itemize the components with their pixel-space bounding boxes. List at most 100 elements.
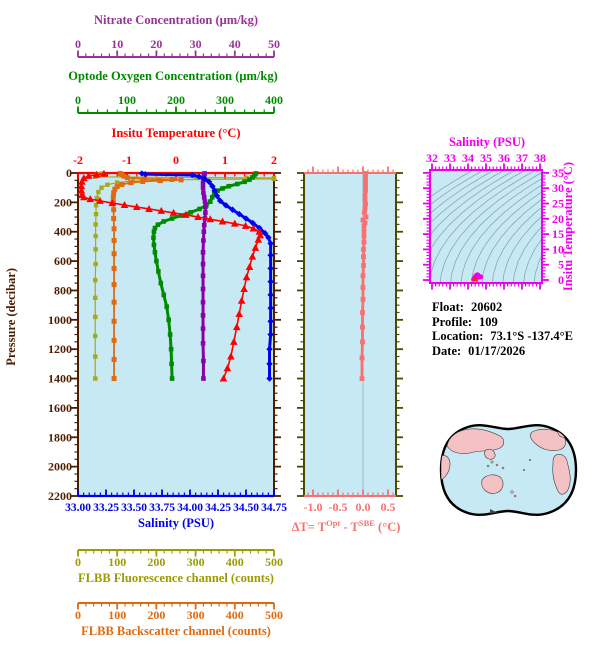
- location-label: Location:: [432, 329, 484, 343]
- svg-text:500: 500: [265, 608, 283, 622]
- svg-text:33: 33: [444, 151, 456, 165]
- svg-text:1600: 1600: [48, 401, 72, 415]
- svg-text:33.25: 33.25: [93, 502, 119, 514]
- svg-text:1000: 1000: [48, 313, 72, 327]
- delta-t-title-sup-sbe: SBE: [358, 518, 375, 528]
- svg-text:30: 30: [190, 37, 202, 51]
- svg-text:100: 100: [118, 93, 136, 107]
- float-id-row: Float: 20602: [432, 300, 573, 315]
- ts-salinity-axis-title: Salinity (PSU): [448, 135, 526, 149]
- svg-text:10: 10: [111, 37, 123, 51]
- svg-text:100: 100: [108, 555, 126, 569]
- svg-text:34.00: 34.00: [177, 502, 203, 514]
- svg-text:-0.5: -0.5: [329, 500, 348, 514]
- svg-text:800: 800: [54, 283, 72, 297]
- svg-text:0: 0: [558, 273, 564, 287]
- fluorescence-axis: 0 100 200 300 400 500: [75, 549, 283, 569]
- profile-series-insitu-temperature-c-: [77, 169, 265, 382]
- profile-number-value: 109: [479, 314, 498, 329]
- profile-series-flbb-backscatter-channel-counts-: [110, 170, 184, 382]
- svg-text:34.25: 34.25: [205, 502, 231, 514]
- date-row: Date: 01/17/2026: [432, 344, 573, 359]
- date-value: 01/17/2026: [468, 343, 526, 358]
- svg-text:0: 0: [75, 608, 81, 622]
- svg-text:15: 15: [552, 227, 564, 241]
- map-landmasses: [441, 428, 571, 515]
- svg-text:400: 400: [54, 225, 72, 239]
- svg-text:0: 0: [75, 93, 81, 107]
- oxygen-axis-title: Optode Oxygen Concentration (μm/kg): [68, 69, 278, 83]
- svg-text:50: 50: [268, 37, 280, 51]
- float-id-value: 20602: [470, 300, 503, 314]
- svg-text:-1.0: -1.0: [304, 500, 323, 514]
- isopycnal-contours: [431, 171, 541, 282]
- svg-text:0: 0: [66, 166, 72, 180]
- date-label: Date:: [432, 343, 462, 358]
- svg-text:0: 0: [173, 153, 179, 167]
- svg-text:36: 36: [498, 151, 510, 165]
- nitrate-axis: 0 10 20 30 40 50: [75, 37, 280, 58]
- svg-text:33.00: 33.00: [65, 502, 91, 514]
- svg-text:20: 20: [150, 37, 162, 51]
- svg-text:35: 35: [552, 166, 564, 180]
- delta-t-title-sup-opt: Opt: [326, 518, 341, 528]
- main-plot-frame: 0 200 400 600 800 1000 1200 1400 1600 1800 2000 220…: [48, 153, 287, 514]
- svg-text:400: 400: [226, 555, 244, 569]
- backscatter-axis: 0 100 200 300 400 500: [75, 602, 283, 622]
- location-value: 73.1°S -137.4°E: [490, 329, 573, 343]
- float-info-block: Float: 20602 Profile: 109 Location: 73.1°S …: [432, 300, 573, 358]
- svg-text:600: 600: [54, 254, 72, 268]
- svg-text:1400: 1400: [48, 372, 72, 386]
- svg-text:37: 37: [516, 151, 528, 165]
- svg-text:20: 20: [552, 212, 564, 226]
- svg-text:200: 200: [147, 608, 165, 622]
- svg-text:200: 200: [167, 93, 185, 107]
- ts-data-points: [471, 272, 484, 282]
- profile-number-row: Profile: 109: [432, 315, 573, 330]
- svg-text:-2: -2: [73, 153, 83, 167]
- svg-text:-1: -1: [122, 153, 132, 167]
- svg-text:200: 200: [54, 195, 72, 209]
- svg-text:1800: 1800: [48, 430, 72, 444]
- svg-text:33.50: 33.50: [121, 502, 147, 514]
- profile-number-label: Profile:: [432, 314, 473, 329]
- svg-text:33.75: 33.75: [149, 502, 175, 514]
- profile-series-salinity-psu-: [138, 170, 274, 382]
- backscatter-axis-title: FLBB Backscatter channel (counts): [81, 624, 271, 638]
- svg-text:400: 400: [226, 608, 244, 622]
- delta-t-axis-title: ΔT= TOpt - TSBE (°C): [292, 517, 401, 534]
- delta-t-title-prefix: ΔT= T: [291, 520, 327, 535]
- ts-temperature-axis-title: Insitu Temperature (°C): [561, 162, 575, 292]
- svg-text:10: 10: [552, 242, 564, 256]
- float-id-label: Float:: [432, 300, 464, 314]
- svg-text:1: 1: [222, 153, 228, 167]
- svg-text:300: 300: [216, 93, 234, 107]
- svg-text:34.50: 34.50: [233, 502, 259, 514]
- salinity-axis-title: Salinity (PSU): [137, 516, 215, 530]
- svg-text:34.75: 34.75: [261, 502, 287, 514]
- delta-t-title-suffix: (°C): [374, 520, 401, 535]
- svg-text:5: 5: [558, 258, 564, 272]
- svg-text:0.0: 0.0: [356, 500, 371, 514]
- delta-t-title-mid: - T: [340, 520, 359, 535]
- svg-text:38: 38: [534, 151, 546, 165]
- svg-text:35: 35: [480, 151, 492, 165]
- svg-text:2000: 2000: [48, 460, 72, 474]
- svg-text:34: 34: [462, 151, 474, 165]
- pressure-axis-title: Pressure (decibar): [4, 268, 18, 366]
- svg-text:2: 2: [271, 153, 277, 167]
- svg-text:40: 40: [229, 37, 241, 51]
- svg-text:25: 25: [552, 197, 564, 211]
- delta-t-series: [359, 171, 369, 381]
- svg-text:1200: 1200: [48, 342, 72, 356]
- svg-text:0: 0: [75, 37, 81, 51]
- svg-text:30: 30: [552, 181, 564, 195]
- temperature-axis-title: Insitu Temperature (°C): [111, 126, 241, 140]
- location-row: Location: 73.1°S -137.4°E: [432, 329, 573, 344]
- svg-text:0: 0: [75, 555, 81, 569]
- fluorescence-axis-title: FLBB Fluorescence channel (counts): [78, 571, 274, 585]
- world-map: [439, 424, 578, 516]
